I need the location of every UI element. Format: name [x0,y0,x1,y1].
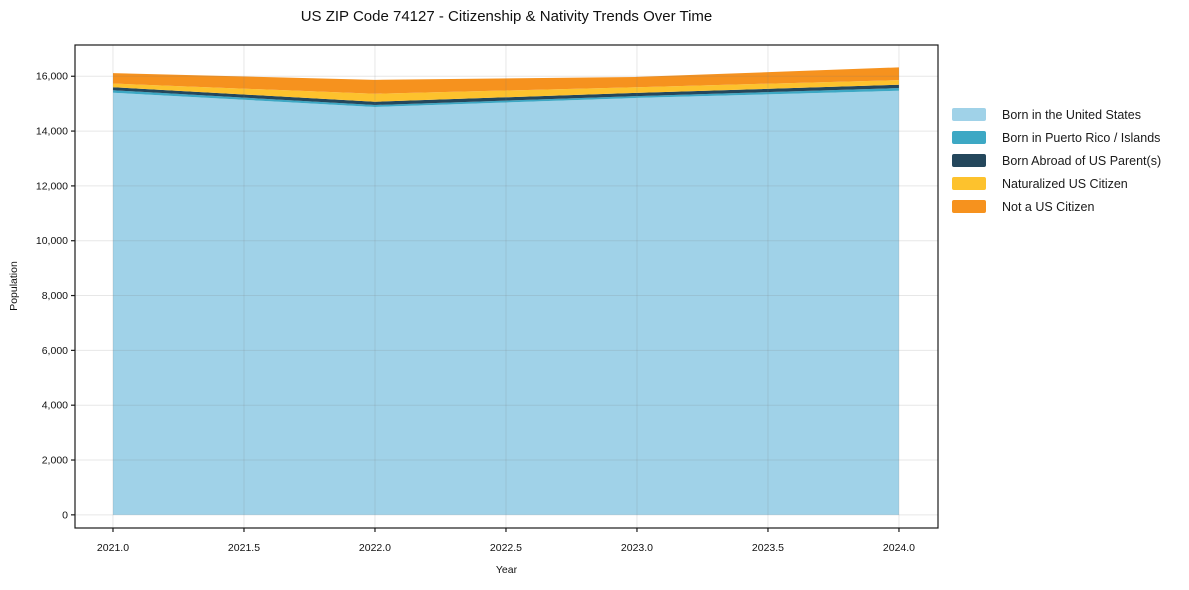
legend-swatch [952,108,986,121]
legend-label: Born Abroad of US Parent(s) [1002,153,1162,168]
y-tick-label: 14,000 [36,126,68,138]
y-tick-label: 4,000 [42,400,68,412]
x-tick-label: 2021.0 [97,542,129,554]
x-tick-label: 2022.0 [359,542,391,554]
legend-label: Naturalized US Citizen [1002,176,1128,191]
legend: Born in the United States Born in Puerto … [952,107,1162,214]
y-tick-label: 8,000 [42,290,68,302]
area-series-4 [112,67,899,94]
legend-label: Born in the United States [1002,107,1141,122]
legend-item-4: Not a US Citizen [952,199,1161,214]
legend-item-3: Naturalized US Citizen [952,176,1161,191]
x-tick-label: 2022.5 [490,542,522,554]
legend-swatch [952,200,986,213]
legend-swatch [952,131,986,144]
y-tick-label: 2,000 [42,455,68,467]
x-tick-label: 2024.0 [883,542,915,554]
x-tick-label: 2023.0 [621,542,653,554]
x-tick-label: 2021.5 [228,542,260,554]
y-tick-label: 12,000 [36,180,68,192]
area-series-0 [112,90,899,515]
legend-label: Not a US Citizen [1002,199,1095,214]
legend-item-1: Born in Puerto Rico / Islands [952,130,1161,145]
chart-title: US ZIP Code 74127 - Citizenship & Nativi… [300,8,713,25]
y-tick-label: 0 [62,509,68,521]
y-tick-label: 6,000 [42,345,68,357]
area-series-2 [112,84,899,106]
legend-swatch [952,177,986,190]
legend-label: Born in Puerto Rico / Islands [1002,130,1161,145]
legend-item-0: Born in the United States [952,107,1161,122]
x-tick-label: 2023.5 [752,542,784,554]
legend-item-2: Born Abroad of US Parent(s) [952,153,1162,168]
area-series-3 [112,80,899,102]
legend-swatch [952,154,986,167]
y-tick-label: 10,000 [36,235,68,247]
x-axis-label: Year [495,564,518,576]
area-series-1 [112,88,899,107]
y-tick-label: 16,000 [36,71,68,83]
